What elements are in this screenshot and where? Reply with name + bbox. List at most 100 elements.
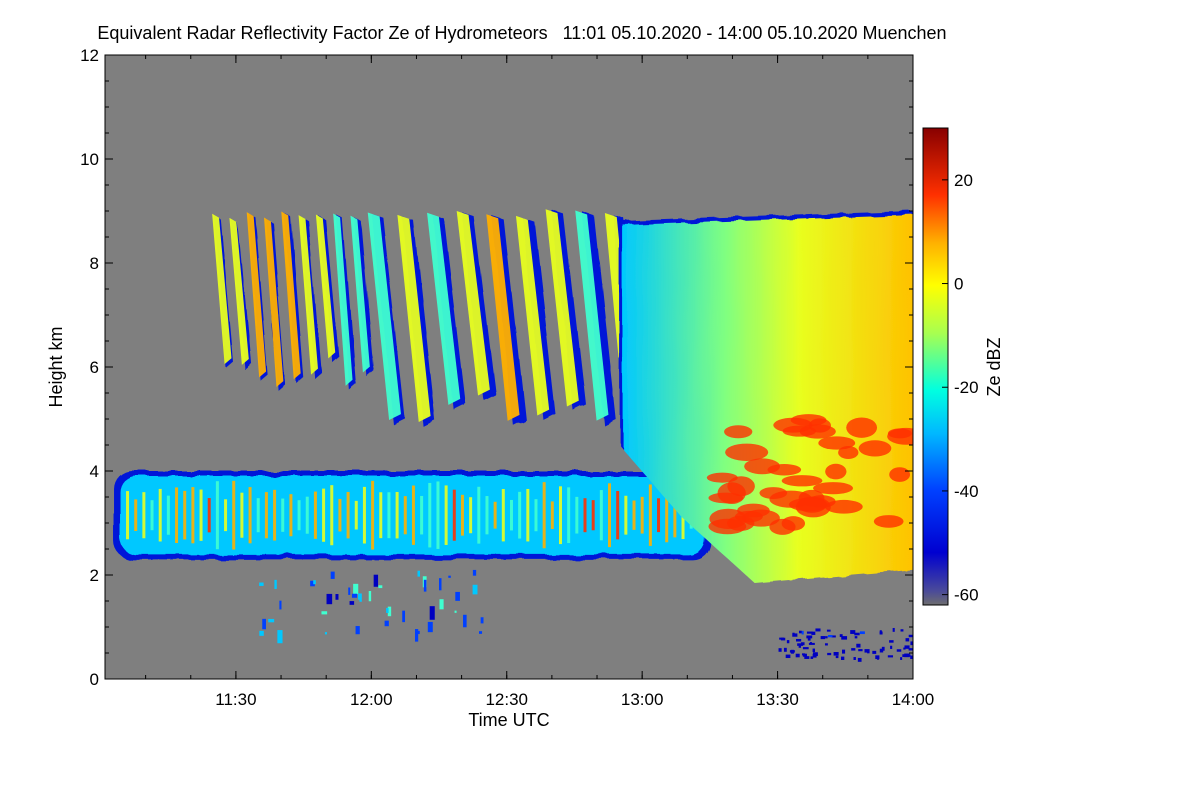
storm-cell — [708, 492, 744, 504]
echo-streak — [191, 487, 195, 544]
echo-speck — [463, 614, 467, 628]
echo-streak — [322, 488, 326, 542]
echo-speck — [414, 629, 419, 642]
echo-speck — [277, 630, 283, 644]
echo-speck — [359, 593, 362, 602]
echo-speck — [262, 618, 266, 630]
echo-speck — [839, 634, 843, 638]
echo-speck — [850, 630, 856, 634]
echo-streak — [354, 500, 358, 530]
echo-streak — [313, 491, 317, 539]
echo-streak — [199, 489, 203, 541]
storm-cell — [788, 498, 828, 512]
y-axis-label: Height km — [46, 326, 66, 407]
colorbar-tick-label: 0 — [954, 275, 963, 294]
echo-streak — [150, 500, 154, 531]
echo-streak — [224, 499, 228, 532]
echo-streak — [591, 500, 595, 531]
echo-streak — [297, 500, 301, 531]
storm-cell — [889, 467, 911, 482]
echo-speck — [854, 632, 860, 636]
echo-speck — [439, 578, 442, 591]
echo-speck — [355, 626, 360, 635]
echo-streak — [640, 496, 644, 534]
storm-cell — [813, 482, 854, 495]
echo-speck — [384, 620, 389, 627]
echo-speck — [778, 648, 782, 652]
echo-speck — [858, 649, 863, 652]
echo-speck — [802, 647, 809, 650]
echo-speck — [840, 656, 845, 660]
echo-streak — [657, 498, 661, 533]
storm-cell — [858, 440, 892, 457]
virga-core — [367, 212, 401, 420]
x-tick-label: 13:30 — [756, 690, 799, 709]
echo-speck — [905, 638, 910, 642]
virga-core — [350, 215, 370, 373]
virga-core — [246, 212, 267, 378]
x-tick-label: 11:30 — [215, 690, 256, 709]
echo-streak — [509, 499, 513, 531]
echo-streak — [256, 498, 260, 533]
echo-streak — [575, 496, 579, 534]
echo-speck — [824, 643, 828, 646]
echo-streak — [395, 491, 399, 539]
virga-core — [333, 213, 353, 386]
echo-precipitating-cloud — [619, 211, 913, 583]
echo-speck — [259, 630, 264, 636]
virga-core — [281, 211, 301, 380]
echo-speck — [402, 610, 406, 623]
echo-streak — [550, 501, 554, 529]
echo-streak — [338, 498, 342, 532]
echo-speck — [881, 646, 885, 651]
echo-streak — [215, 481, 219, 550]
echo-speck — [279, 600, 282, 610]
echo-ice-virga — [212, 211, 374, 391]
echo-speck — [792, 633, 798, 637]
echo-cloud-layer — [114, 471, 710, 560]
echo-streak — [518, 491, 522, 539]
echo-streak — [477, 486, 481, 544]
x-tick-label: 13:00 — [621, 690, 664, 709]
echo-speck — [802, 653, 807, 657]
echo-speck — [779, 637, 784, 640]
echo-speck — [879, 631, 883, 635]
echo-speck — [796, 638, 802, 642]
echo-streak — [469, 497, 473, 534]
echo-speck — [454, 610, 457, 613]
echo-speck — [879, 648, 884, 653]
echo-speck — [427, 621, 433, 633]
echo-speck — [348, 587, 351, 595]
x-axis-label: Time UTC — [468, 710, 549, 730]
echo-streak — [567, 487, 571, 544]
storm-cell — [887, 427, 913, 445]
echo-streak — [305, 496, 309, 534]
echo-speck — [268, 618, 275, 623]
echo-speck — [417, 570, 421, 577]
colorbar-label: Ze dBZ — [984, 337, 1004, 396]
storm-cell — [734, 510, 763, 523]
virga-core — [575, 210, 609, 421]
virga-core — [264, 217, 284, 388]
echo-speck — [423, 579, 427, 592]
echo-speck — [313, 580, 316, 585]
echo-speck — [373, 574, 379, 587]
echo-streak — [460, 494, 464, 536]
echo-speck — [904, 653, 910, 658]
echo-speck — [259, 582, 264, 586]
echo-speck — [439, 599, 444, 610]
echo-speck — [827, 635, 833, 638]
echo-speck — [908, 648, 913, 651]
echo-streak — [248, 487, 252, 544]
echo-speck — [789, 650, 795, 653]
echo-speck — [910, 641, 913, 646]
echo-speck — [900, 657, 903, 660]
echo-streak — [452, 489, 456, 541]
echo-streak — [166, 495, 170, 535]
echo-speck — [908, 634, 913, 638]
echo-speck — [353, 583, 359, 595]
virga-core — [456, 210, 490, 396]
echo-speck — [859, 631, 865, 635]
echo-streak — [346, 491, 350, 539]
